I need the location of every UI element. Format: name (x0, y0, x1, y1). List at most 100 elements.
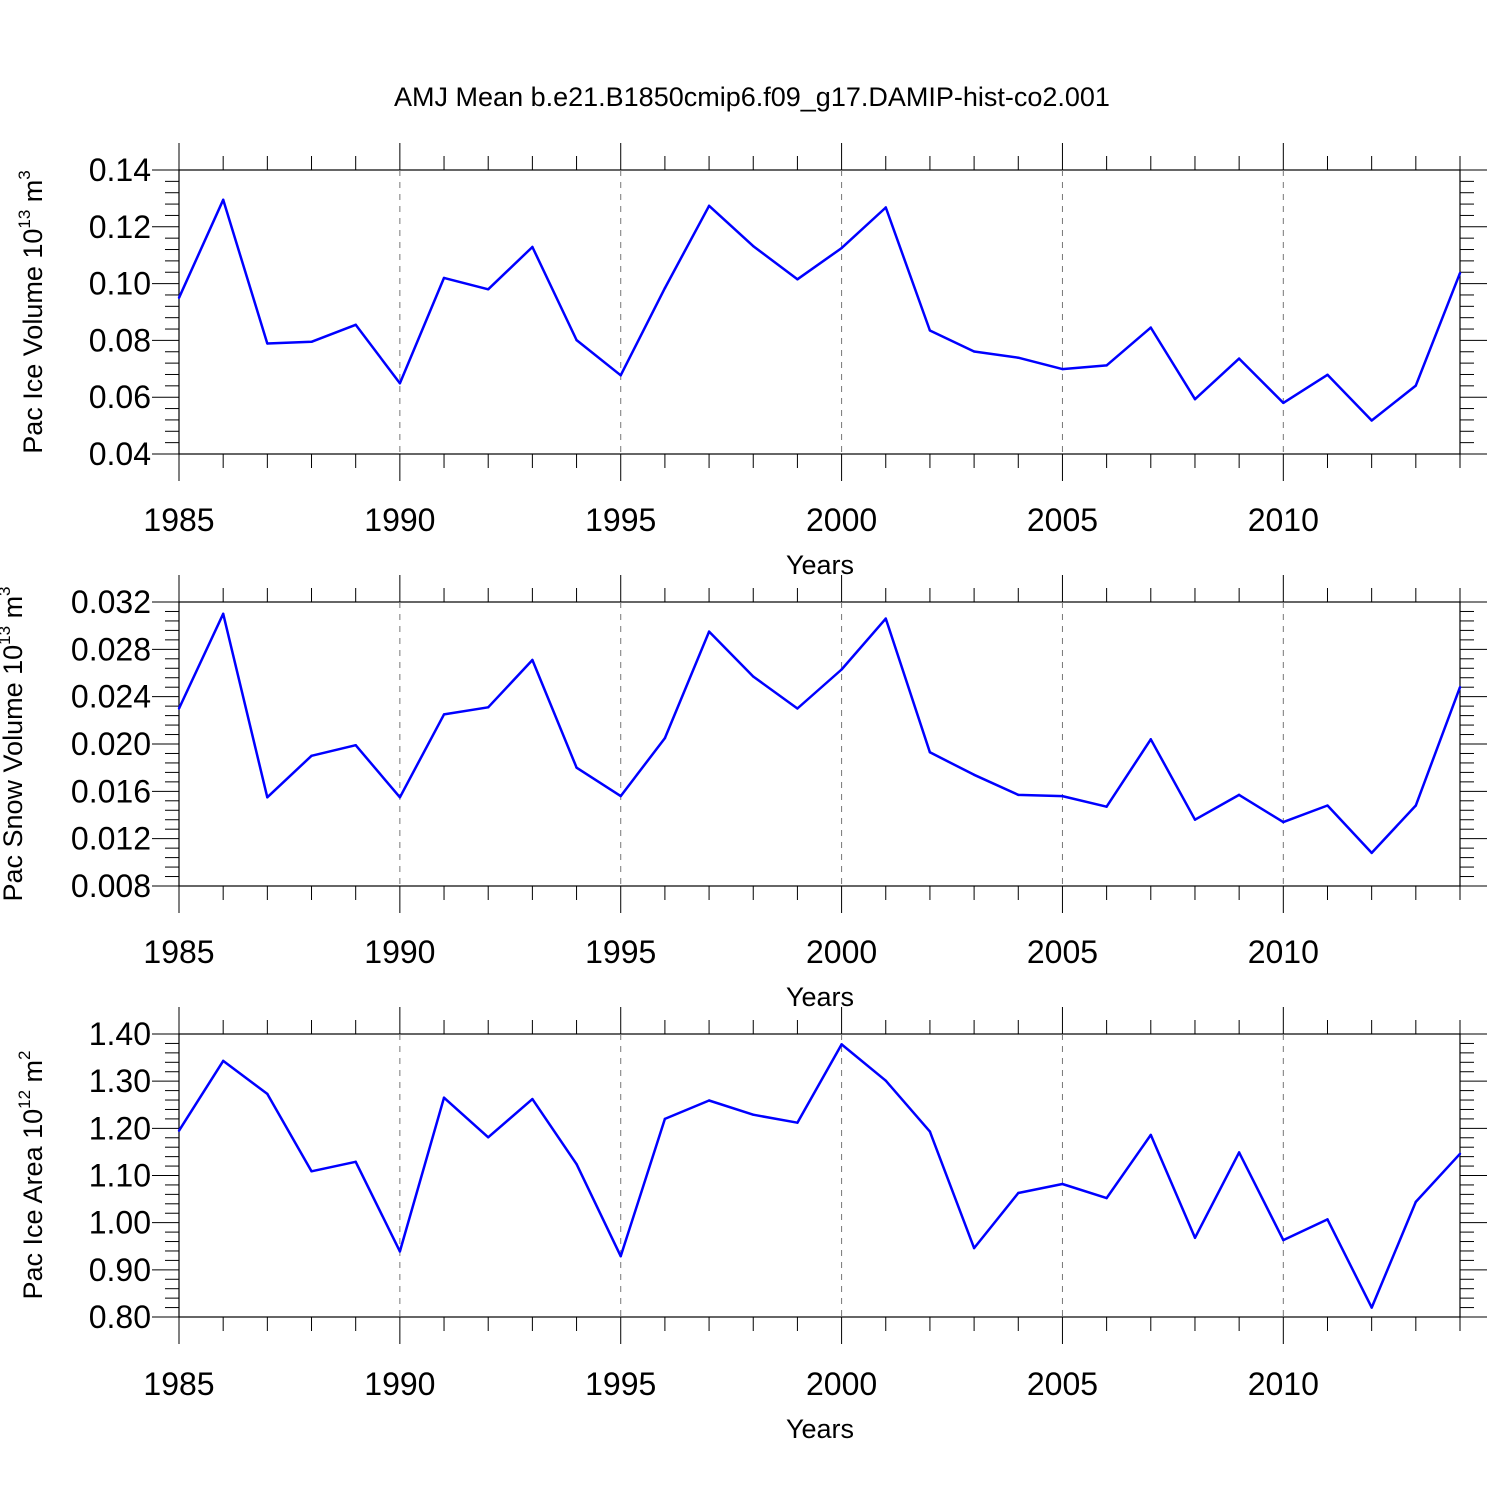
data-point (1237, 357, 1241, 360)
data-point (840, 1043, 843, 1046)
data-point (442, 1096, 446, 1099)
data-point (752, 675, 755, 678)
data-point (266, 342, 269, 345)
data-point (221, 1059, 225, 1063)
y-axis-title: Pac Ice Area 1012 m2 (15, 1050, 48, 1299)
y-tick-label: 0.12 (89, 209, 151, 245)
data-point (1105, 805, 1108, 808)
y-tick-label: 0.024 (71, 679, 151, 715)
x-tick-label: 2005 (1027, 1366, 1098, 1402)
x-tick-label: 1990 (364, 934, 435, 970)
data-point (1105, 1196, 1108, 1200)
y-tick-label: 0.028 (71, 631, 151, 667)
data-point (1017, 1191, 1020, 1195)
panel-snow-volume: 1985 1990 1995 2000 2005 2010 0.008 0.012 0.016 0… (0, 575, 1487, 1012)
y-tick-label: 0.04 (89, 436, 151, 472)
data-point (1282, 1238, 1285, 1242)
data-point (972, 1246, 976, 1250)
data-point (487, 706, 490, 709)
x-axis-title: Years (786, 982, 854, 1012)
data-point (531, 658, 534, 662)
data-point (619, 794, 622, 798)
data-point (663, 1117, 667, 1121)
y-tick-label: 0.012 (71, 821, 151, 857)
data-point (707, 1099, 711, 1102)
x-tick-label: 2005 (1027, 502, 1098, 538)
x-tick-label: 2010 (1248, 502, 1319, 538)
data-point (1193, 1236, 1197, 1239)
data-point (1193, 397, 1197, 401)
data-point (487, 1136, 490, 1139)
x-tick-label: 2000 (806, 502, 877, 538)
data-point (354, 743, 357, 747)
data-point (752, 1113, 755, 1116)
x-axis-title: Years (786, 550, 854, 580)
y-tick-label: 0.06 (89, 379, 151, 415)
data-point (884, 617, 887, 620)
data-point (354, 1160, 357, 1164)
data-point (177, 296, 181, 299)
data-point (1193, 818, 1197, 821)
x-tick-label: 1985 (143, 1366, 214, 1402)
series-line (177, 612, 1462, 855)
x-tick-label: 1995 (585, 934, 656, 970)
data-point (1017, 793, 1020, 797)
y-tick-label: 0.020 (71, 726, 151, 762)
data-point (1326, 1218, 1329, 1221)
data-point (1370, 419, 1373, 422)
data-point (1414, 1200, 1418, 1204)
data-point (972, 350, 976, 353)
data-point (1149, 738, 1152, 741)
x-tick-label: 2000 (806, 1366, 877, 1402)
data-point (442, 276, 446, 280)
y-tick-label: 0.80 (89, 1299, 151, 1335)
panel-ice-area: 1985 1990 1995 2000 2005 2010 0.80 0.90 1.00 1.10… (15, 1007, 1487, 1444)
plot-frame (178, 601, 1461, 887)
data-point (1370, 1306, 1373, 1309)
y-tick-label: 0.10 (89, 266, 151, 302)
data-point (928, 751, 932, 754)
data-point (575, 766, 578, 769)
y-tick-label: 0.08 (89, 322, 151, 358)
data-point (1414, 804, 1418, 807)
y-axis-title-superscript: 3 (0, 586, 14, 595)
data-point (1061, 367, 1064, 371)
x-tick-label: 1985 (143, 502, 214, 538)
data-point (752, 244, 755, 248)
x-tick-label: 2010 (1248, 934, 1319, 970)
data-point (707, 630, 711, 633)
data-point (840, 668, 843, 671)
y-axis-title: Pac Ice Volume 1013 m3 (15, 170, 48, 454)
data-point (1061, 794, 1064, 798)
data-point (1105, 364, 1108, 367)
y-tick-label: 1.20 (89, 1110, 151, 1146)
plot-frame (178, 169, 1461, 455)
y-axis-title-part: Pac Ice Area 10 (18, 1109, 48, 1300)
data-point (707, 204, 711, 207)
y-tick-label: 1.10 (89, 1158, 151, 1194)
data-point (1370, 851, 1373, 855)
data-point (266, 796, 269, 799)
y-tick-label: 0.016 (71, 773, 151, 809)
data-point (1017, 356, 1020, 359)
data-point (221, 612, 225, 616)
y-axis-title: Pac Snow Volume 1013 m3 (0, 586, 28, 901)
data-point (1326, 804, 1329, 807)
data-point (177, 707, 181, 710)
data-point (398, 382, 402, 385)
data-point (266, 1092, 269, 1096)
data-point (310, 754, 313, 758)
x-axis-title: Years (786, 1414, 854, 1444)
data-point (487, 288, 490, 291)
data-point (1237, 793, 1241, 797)
y-axis-title-superscript: 3 (15, 170, 34, 179)
data-point (884, 1079, 887, 1082)
y-tick-label: 1.40 (89, 1016, 151, 1052)
x-tick-label: 1995 (585, 1366, 656, 1402)
data-point (1282, 820, 1285, 824)
panel-ice-volume: 1985 1990 1995 2000 2005 2010 0.04 0.06 0.08 0.10… (15, 143, 1487, 580)
data-point (1458, 686, 1462, 689)
y-axis-title-superscript: 12 (15, 1090, 34, 1109)
data-point (1326, 373, 1329, 376)
